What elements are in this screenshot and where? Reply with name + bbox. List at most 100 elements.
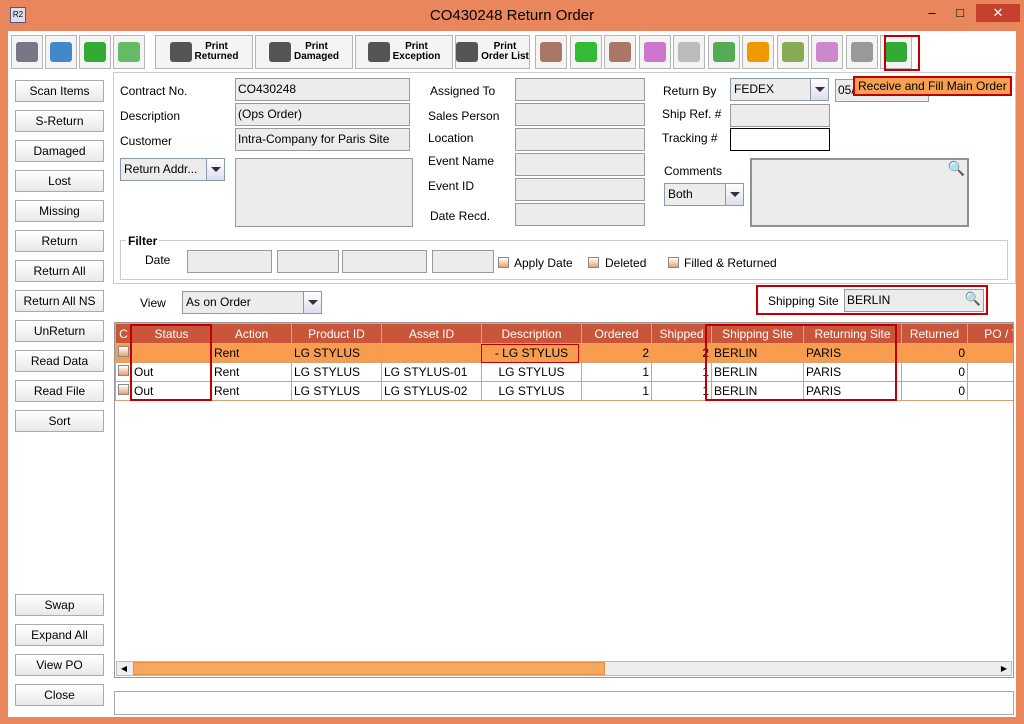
filled-returned-checkbox[interactable] — [668, 257, 679, 268]
zoom-button[interactable] — [113, 35, 145, 69]
tracking-field[interactable] — [730, 128, 830, 151]
receive-fill-button[interactable] — [880, 35, 912, 69]
gauge-button[interactable] — [845, 35, 878, 69]
sales-person-field[interactable] — [515, 103, 645, 126]
row-checkbox[interactable] — [118, 365, 129, 376]
column-header[interactable]: Asset ID — [381, 323, 482, 344]
sidebar-read-file-button[interactable]: Read File — [15, 380, 104, 402]
sidebar-close-button[interactable]: Close — [15, 684, 104, 706]
cell[interactable]: 2 — [651, 343, 712, 363]
cell[interactable]: Out — [131, 381, 212, 401]
refresh-button[interactable] — [79, 35, 111, 69]
calendar-button[interactable] — [638, 35, 671, 69]
print-button[interactable]: Print Damaged — [255, 35, 353, 69]
apply-date-checkbox[interactable] — [498, 257, 509, 268]
magnifier-icon[interactable]: 🔍 — [964, 291, 981, 306]
column-header[interactable]: Shipped — [651, 323, 712, 344]
cell[interactable]: BERLIN — [711, 381, 804, 401]
cell[interactable] — [967, 362, 1013, 382]
print-button[interactable]: Print Exception — [355, 35, 453, 69]
assigned-to-field[interactable] — [515, 78, 645, 101]
cell[interactable]: PARIS — [803, 362, 902, 382]
event-name-field[interactable] — [515, 153, 645, 176]
cell[interactable]: Rent — [211, 381, 292, 401]
contract-field[interactable]: CO430248 — [235, 78, 410, 101]
magnifier-icon[interactable]: 🔍 — [947, 160, 965, 176]
cell[interactable]: LG STYLUS — [291, 362, 382, 382]
cell[interactable]: Rent — [211, 362, 292, 382]
sidebar-sort-button[interactable]: Sort — [15, 410, 104, 432]
sidebar-expand-all-button[interactable]: Expand All — [15, 624, 104, 646]
filter-check-button[interactable] — [707, 35, 740, 69]
cell[interactable]: 0 — [901, 343, 968, 363]
cell[interactable]: 1 — [581, 362, 652, 382]
column-header[interactable]: Product ID — [291, 323, 382, 344]
sidebar-swap-button[interactable]: Swap — [15, 594, 104, 616]
horizontal-scrollbar[interactable]: ◀ ▶ — [116, 661, 1012, 676]
scanner-button[interactable] — [535, 35, 567, 69]
sidebar-damaged-button[interactable]: Damaged — [15, 140, 104, 162]
view-dropdown[interactable]: As on Order — [182, 291, 322, 314]
grid-button[interactable] — [811, 35, 843, 69]
cell[interactable]: LG STYLUS — [481, 362, 582, 382]
cell[interactable]: 0 — [901, 381, 968, 401]
row-checkbox-cell[interactable] — [115, 362, 132, 382]
time-from-field[interactable] — [277, 250, 339, 273]
return-address-dropdown[interactable]: Return Addr... — [120, 158, 225, 181]
print-button[interactable]: Print Returned — [155, 35, 253, 69]
minimize-button[interactable]: – — [928, 5, 936, 20]
description-field[interactable]: (Ops Order) — [235, 103, 410, 126]
cell[interactable]: 1 — [581, 381, 652, 401]
cell[interactable]: LG STYLUS — [291, 343, 382, 363]
column-header[interactable]: Shipping Site — [711, 323, 804, 344]
column-header[interactable]: Status — [131, 323, 212, 344]
sidebar-scan-items-button[interactable]: Scan Items — [15, 80, 104, 102]
cell[interactable]: BERLIN — [711, 343, 804, 363]
row-checkbox[interactable] — [118, 346, 129, 357]
table-row[interactable]: Out Rent LG STYLUS LG STYLUS-01 LG STYLUS 1 1 B… — [115, 362, 1013, 382]
comments-filter-dropdown[interactable]: Both — [664, 183, 744, 206]
printer-button[interactable] — [45, 35, 77, 69]
customer-field[interactable]: Intra-Company for Paris Site — [235, 128, 410, 151]
close-button[interactable]: ✕ — [976, 4, 1020, 22]
cell[interactable]: Rent — [211, 343, 292, 363]
cell[interactable]: BERLIN — [711, 362, 804, 382]
date-to-dropdown[interactable] — [342, 250, 427, 273]
scroll-right-icon[interactable]: ▶ — [1000, 664, 1008, 673]
cell[interactable]: LG STYLUS-02 — [381, 381, 482, 401]
column-header[interactable]: PO / T — [967, 323, 1013, 344]
cell[interactable]: LG STYLUS — [291, 381, 382, 401]
scrollbar-thumb[interactable] — [133, 662, 605, 675]
column-header[interactable]: Action — [211, 323, 292, 344]
ship-ref-field[interactable] — [730, 104, 830, 127]
shipping-site-field[interactable]: BERLIN 🔍 — [844, 289, 984, 312]
return-address-box[interactable] — [235, 158, 413, 227]
sidebar-return-all-button[interactable]: Return All — [15, 260, 104, 282]
return-by-dropdown[interactable]: FEDEX — [730, 78, 829, 101]
sidebar-view-po-button[interactable]: View PO — [15, 654, 104, 676]
print-button[interactable]: Print Order List — [455, 35, 530, 69]
sidebar-return-button[interactable]: Return — [15, 230, 104, 252]
comments-box[interactable]: 🔍 — [750, 158, 969, 227]
cell[interactable] — [131, 343, 212, 363]
cell[interactable]: LG STYLUS-01 — [381, 362, 482, 382]
sidebar-missing-button[interactable]: Missing — [15, 200, 104, 222]
row-checkbox-cell[interactable] — [115, 343, 132, 363]
column-header[interactable]: Description — [481, 323, 582, 344]
cell[interactable]: 2 — [581, 343, 652, 363]
date-recd-field[interactable] — [515, 203, 645, 226]
column-header[interactable]: C — [115, 323, 132, 344]
scroll-left-icon[interactable]: ◀ — [120, 664, 128, 673]
column-header[interactable]: Returned — [901, 323, 968, 344]
table-row[interactable]: Rent LG STYLUS - LG STYLUS 2 2 BERLIN PARIS 0 — [115, 343, 1013, 363]
date-from-dropdown[interactable] — [187, 250, 272, 273]
row-checkbox[interactable] — [118, 384, 129, 395]
cell[interactable] — [967, 343, 1013, 363]
binoculars-button[interactable] — [11, 35, 43, 69]
cell[interactable]: PARIS — [803, 343, 902, 363]
cell[interactable]: 0 — [901, 362, 968, 382]
maximize-button[interactable]: □ — [956, 5, 964, 20]
document-warning-button[interactable] — [742, 35, 774, 69]
time-to-field[interactable] — [432, 250, 494, 273]
sidebar-s-return-button[interactable]: S-Return — [15, 110, 104, 132]
